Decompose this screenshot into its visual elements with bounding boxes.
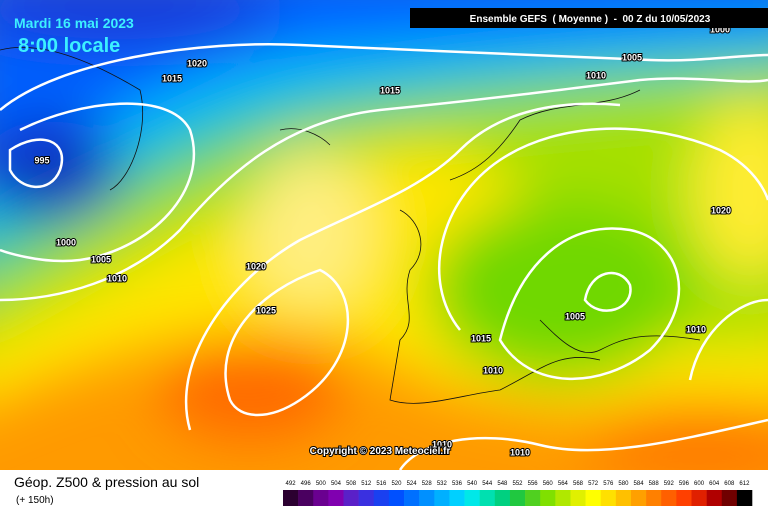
scale-swatch bbox=[555, 490, 571, 506]
scale-label: 536 bbox=[452, 481, 463, 487]
scale-swatch bbox=[404, 490, 420, 506]
scale-label: 532 bbox=[437, 481, 448, 487]
isobar-label: 1000 bbox=[56, 237, 76, 247]
scale-swatch bbox=[373, 490, 390, 506]
date: Mardi 16 mai 2023 bbox=[14, 15, 134, 31]
scale-label: 560 bbox=[543, 481, 554, 487]
isobars bbox=[0, 43, 768, 471]
isobar-label: 1025 bbox=[256, 305, 276, 315]
scale-label: 564 bbox=[558, 481, 569, 487]
scale-swatch bbox=[706, 490, 723, 506]
isobar-label: 1015 bbox=[380, 85, 400, 95]
field bbox=[0, 0, 768, 480]
isobar-label: 1020 bbox=[187, 58, 207, 68]
scale-swatch bbox=[585, 490, 602, 506]
scale-label: 588 bbox=[649, 481, 660, 487]
scale-swatch bbox=[691, 490, 707, 506]
scale-label: 512 bbox=[361, 481, 372, 487]
scale-label: 568 bbox=[573, 481, 584, 487]
scale-label: 556 bbox=[528, 481, 539, 487]
scale-swatch bbox=[600, 490, 617, 506]
scale-swatch bbox=[298, 490, 314, 506]
scale-label: 580 bbox=[618, 481, 629, 487]
color-scale: 492 496 500 504 508 512 516 520 524 528 532 536 540 5… bbox=[283, 481, 753, 506]
scale-swatch bbox=[676, 490, 692, 506]
scale-label: 496 bbox=[301, 481, 312, 487]
scale-swatch bbox=[479, 490, 496, 506]
isobar-label: 1015 bbox=[162, 73, 182, 83]
scale-label: 500 bbox=[316, 481, 327, 487]
isobar-label: 1005 bbox=[91, 254, 111, 264]
scale-label: 584 bbox=[634, 481, 645, 487]
isobar-label: 1015 bbox=[471, 333, 491, 343]
scale-label: 492 bbox=[286, 481, 297, 487]
isobar-label: 1010 bbox=[107, 273, 127, 283]
model-info: Ensemble GEFS ( Moyenne ) - 00 Z du 10/0… bbox=[470, 14, 711, 25]
isobar-label: 1010 bbox=[586, 70, 606, 80]
header-box bbox=[410, 8, 768, 28]
isobar-labels: 1000 1020 1015 1005 1010 1015 995 1000 1… bbox=[33, 23, 732, 458]
scale-label: 572 bbox=[588, 481, 599, 487]
scale-swatch bbox=[509, 490, 526, 506]
scale-label: 548 bbox=[497, 481, 508, 487]
scale-label: 524 bbox=[407, 481, 418, 487]
scale-label: 520 bbox=[391, 481, 402, 487]
scale-label: 552 bbox=[512, 481, 523, 487]
scale-label: 544 bbox=[482, 481, 493, 487]
isobar-label: 1010 bbox=[510, 447, 530, 457]
isobar-label: 1020 bbox=[711, 205, 731, 215]
scale-swatch bbox=[464, 490, 480, 506]
footer-title: Géop. Z500 & pression au sol bbox=[14, 474, 199, 490]
scale-swatch bbox=[358, 490, 375, 506]
scale-swatch bbox=[525, 490, 541, 506]
time: 8:00 locale bbox=[18, 35, 120, 57]
coastlines bbox=[0, 47, 701, 404]
scale-swatch bbox=[449, 490, 465, 506]
scale-label: 528 bbox=[422, 481, 433, 487]
scale-swatch bbox=[343, 490, 359, 506]
scale-label: 508 bbox=[346, 481, 357, 487]
scale-swatch bbox=[328, 490, 344, 506]
isobar-label: 1020 bbox=[246, 261, 266, 271]
scale-label: 576 bbox=[603, 481, 614, 487]
scale-label: 516 bbox=[376, 481, 387, 487]
scale-swatch bbox=[434, 490, 450, 506]
scale-label: 596 bbox=[679, 481, 690, 487]
copyright: Copyright © 2023 Meteociel.fr bbox=[310, 446, 451, 457]
scale-swatch bbox=[570, 490, 586, 506]
isobar-label: 1010 bbox=[432, 439, 452, 449]
scale-swatch bbox=[630, 490, 647, 506]
scale-label: 608 bbox=[724, 481, 735, 487]
scale-swatch bbox=[646, 490, 662, 506]
scale-swatch bbox=[661, 490, 677, 506]
scale-label: 604 bbox=[709, 481, 720, 487]
scale-label: 600 bbox=[694, 481, 705, 487]
scale-swatch bbox=[540, 490, 556, 506]
scale-swatch bbox=[419, 490, 435, 506]
isobar-label: 1005 bbox=[622, 52, 642, 62]
footer-lead: (+ 150h) bbox=[16, 495, 54, 506]
scale-swatch bbox=[313, 490, 329, 506]
scale-label: 592 bbox=[664, 481, 675, 487]
scale-swatch bbox=[615, 490, 632, 506]
isobar-label: 995 bbox=[34, 155, 49, 165]
scale-swatch bbox=[494, 490, 511, 506]
isobar-label: 1010 bbox=[686, 324, 706, 334]
scale-label: 504 bbox=[331, 481, 342, 487]
scale-swatch bbox=[388, 490, 405, 506]
scale-swatch bbox=[721, 490, 738, 506]
scale-label: 540 bbox=[467, 481, 478, 487]
isobar-label: 1010 bbox=[483, 365, 503, 375]
scale-label: 612 bbox=[739, 481, 750, 487]
scale-swatch bbox=[283, 490, 299, 506]
scale-swatch bbox=[736, 490, 753, 506]
isobar-label: 1005 bbox=[565, 311, 585, 321]
